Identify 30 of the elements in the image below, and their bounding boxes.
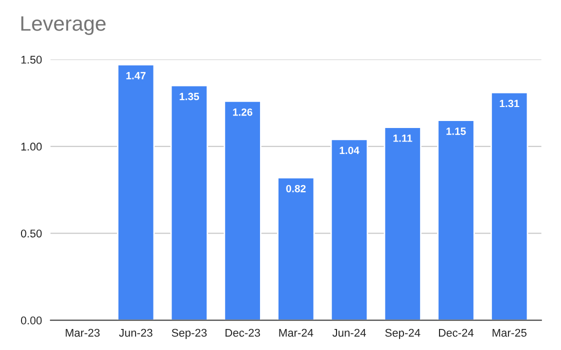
- data-label: 1.47: [126, 72, 146, 80]
- bar: [490, 92, 528, 320]
- data-label: 1.26: [233, 108, 252, 116]
- x-tick-label: Sep-23: [172, 328, 207, 339]
- data-label: 1.15: [446, 128, 466, 135]
- bar: [330, 138, 368, 320]
- bar: [437, 120, 475, 320]
- data-label: 1.35: [180, 92, 200, 100]
- bar: [277, 177, 315, 320]
- y-tick-label: 1.50: [21, 56, 42, 64]
- x-tick-label: Mar-25: [492, 328, 526, 337]
- bar: [170, 84, 208, 320]
- x-tick-label: Jun-23: [119, 328, 152, 337]
- data-label: 1.31: [500, 100, 520, 108]
- y-tick-label: 0.50: [20, 230, 42, 238]
- data-label: 0.82: [286, 184, 306, 192]
- x-tick-label: Dec-23: [226, 328, 260, 337]
- y-tick-label: 1.00: [21, 142, 42, 151]
- bar: [384, 126, 422, 320]
- y-tick-label: 0.00: [20, 316, 42, 324]
- data-label: 1.04: [340, 146, 360, 154]
- bar: [117, 64, 155, 320]
- bar: [224, 100, 262, 320]
- x-tick-label: Sep-24: [385, 328, 420, 339]
- data-label: 1.11: [393, 134, 412, 142]
- x-tick-label: Mar-24: [279, 328, 314, 337]
- chart-title: Leverage: [21, 16, 106, 35]
- x-tick-label: Jun-24: [332, 328, 366, 337]
- x-tick-label: Mar-23: [66, 328, 100, 337]
- x-tick-label: Dec-24: [439, 328, 474, 337]
